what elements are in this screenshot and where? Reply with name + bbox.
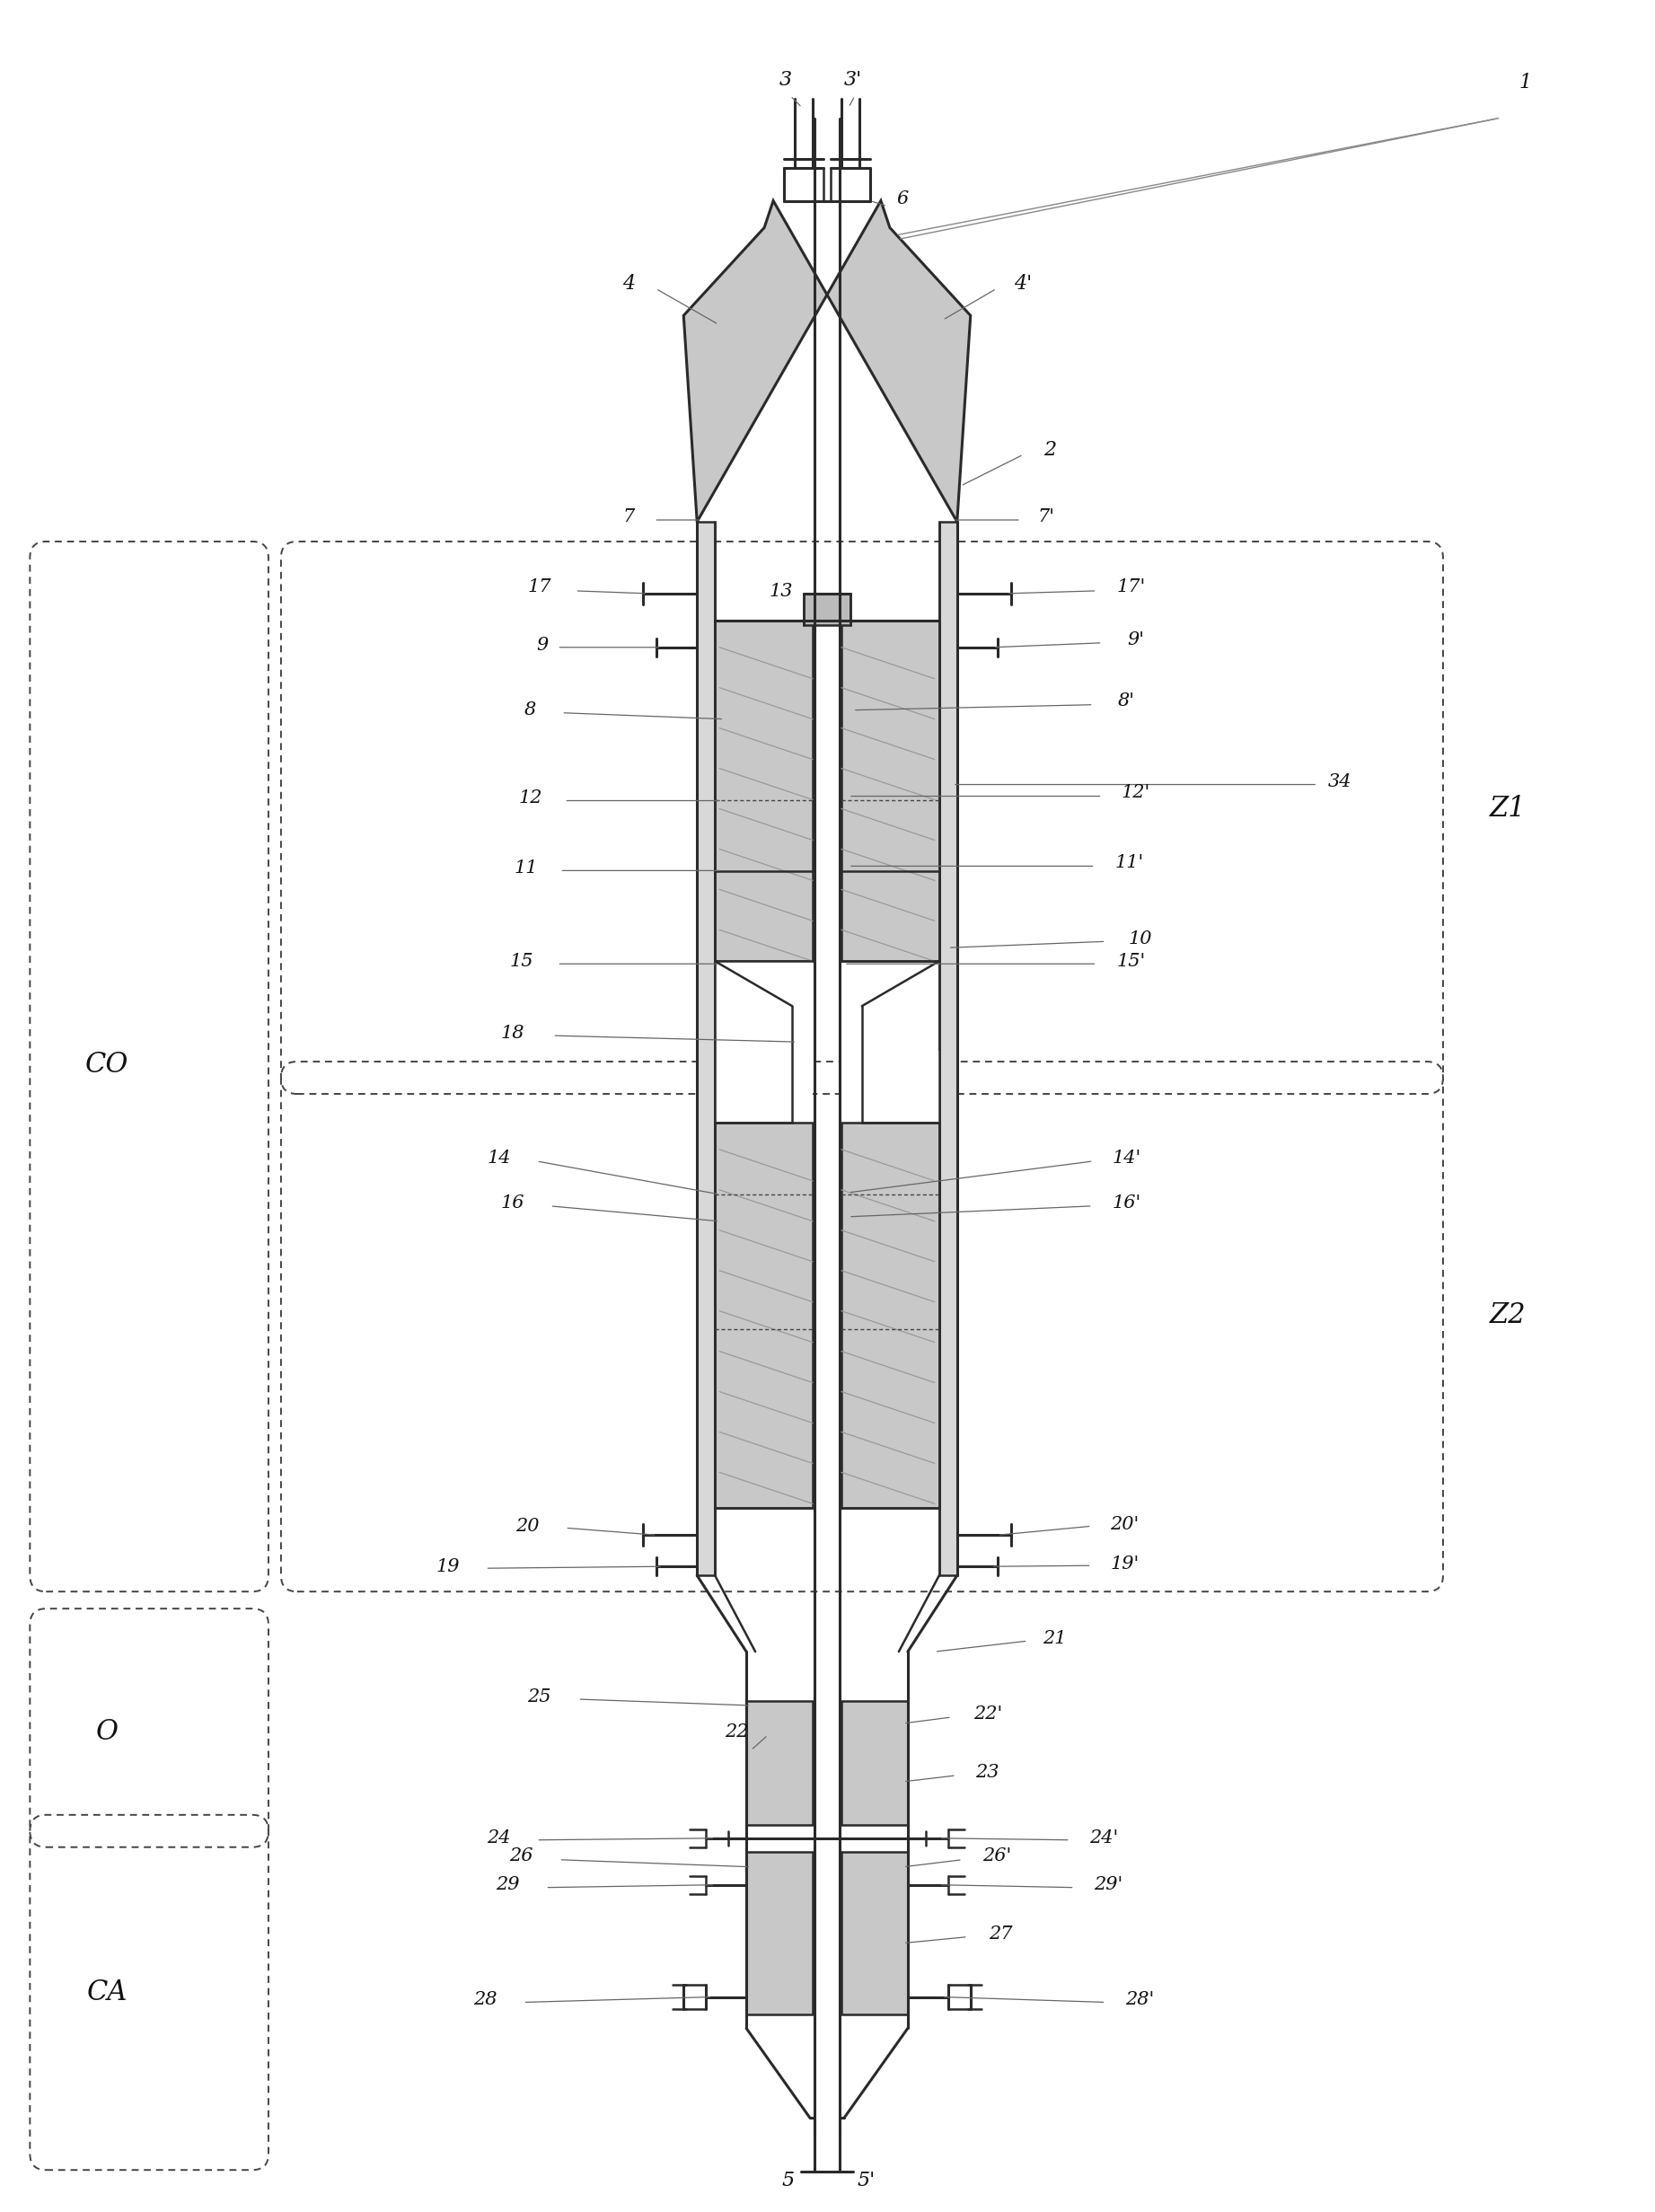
Text: 2: 2	[1044, 440, 1056, 460]
Text: 16': 16'	[1112, 1194, 1140, 1212]
Text: 19': 19'	[1111, 1555, 1139, 1573]
Text: 15': 15'	[1117, 953, 1145, 969]
Polygon shape	[938, 522, 957, 1575]
Text: 19: 19	[435, 1557, 460, 1575]
Polygon shape	[841, 1851, 907, 2015]
Text: 11': 11'	[1115, 854, 1144, 872]
Text: 34: 34	[1329, 774, 1352, 790]
Text: 13: 13	[770, 584, 793, 599]
Text: 9: 9	[536, 637, 548, 655]
Text: 26': 26'	[981, 1847, 1011, 1865]
Text: 15: 15	[510, 953, 533, 969]
Text: 27: 27	[990, 1927, 1013, 1942]
Polygon shape	[841, 1051, 938, 1121]
Text: 18: 18	[500, 1024, 525, 1042]
Polygon shape	[715, 962, 813, 1121]
Text: CA: CA	[86, 1978, 127, 2006]
Text: Z2: Z2	[1490, 1301, 1526, 1329]
Polygon shape	[746, 1701, 813, 1825]
Text: 22: 22	[725, 1723, 748, 1741]
Text: O: O	[96, 1719, 118, 1745]
Text: 12: 12	[518, 790, 543, 807]
Text: 4': 4'	[1015, 274, 1033, 294]
Polygon shape	[804, 593, 851, 626]
Text: 24: 24	[487, 1829, 511, 1847]
Polygon shape	[746, 1851, 813, 2015]
Text: 29': 29'	[1094, 1876, 1124, 1893]
Polygon shape	[684, 201, 970, 522]
Text: 20: 20	[516, 1517, 540, 1535]
Text: 24': 24'	[1089, 1829, 1119, 1847]
Text: 5': 5'	[857, 2170, 875, 2190]
Text: 7: 7	[622, 509, 636, 526]
Text: 5: 5	[781, 2170, 794, 2190]
Polygon shape	[841, 1701, 907, 1825]
Text: 29: 29	[496, 1876, 520, 1893]
Text: Z1: Z1	[1490, 794, 1526, 823]
Text: 3: 3	[780, 71, 793, 88]
Text: 16: 16	[500, 1194, 525, 1212]
Text: 10: 10	[1129, 931, 1152, 947]
Text: 4: 4	[622, 274, 636, 294]
Text: 1: 1	[1519, 73, 1533, 93]
Text: 22': 22'	[973, 1705, 1001, 1723]
Text: 11: 11	[515, 860, 538, 876]
Text: 3': 3'	[844, 71, 862, 88]
Text: 17: 17	[528, 580, 551, 595]
Text: 28': 28'	[1125, 1991, 1155, 2008]
Text: 9': 9'	[1127, 633, 1144, 648]
Text: 26: 26	[510, 1847, 533, 1865]
Text: 25: 25	[528, 1688, 551, 1705]
Text: 17': 17'	[1117, 580, 1145, 595]
Text: 12': 12'	[1120, 783, 1150, 801]
Text: 7': 7'	[1038, 509, 1054, 526]
Text: 8: 8	[525, 701, 536, 719]
Polygon shape	[841, 619, 938, 962]
Polygon shape	[715, 1121, 813, 1509]
Text: 14': 14'	[1112, 1150, 1140, 1168]
Text: 23: 23	[976, 1765, 1000, 1781]
Text: 6: 6	[897, 190, 909, 208]
Text: 8': 8'	[1119, 692, 1135, 710]
Polygon shape	[697, 522, 715, 1575]
Text: 28: 28	[473, 1991, 498, 2008]
Text: 20': 20'	[1111, 1515, 1139, 1533]
Polygon shape	[841, 1121, 938, 1509]
Text: CO: CO	[86, 1051, 129, 1077]
Text: 21: 21	[1043, 1630, 1067, 1646]
Text: 14: 14	[487, 1150, 511, 1168]
Polygon shape	[715, 619, 813, 962]
